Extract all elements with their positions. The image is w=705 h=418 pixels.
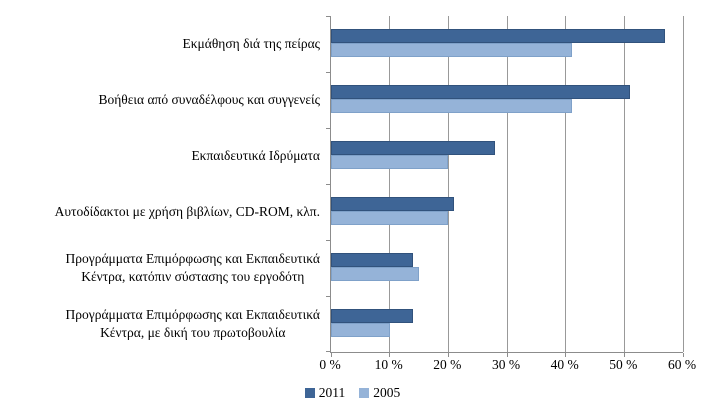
x-axis-tick	[447, 353, 449, 357]
y-axis-tick	[326, 296, 330, 297]
gridline-60	[682, 16, 684, 352]
x-tick-label-60: 60 %	[667, 357, 697, 372]
x-tick-label-20: 20 %	[433, 357, 462, 372]
category-label-3: Αυτοδίδακτοι με χρήση βιβλίων, CD-ROM, κ…	[54, 203, 320, 219]
category-label-5: Προγράμματα Επιμόρφωσης και Εκπαιδευτικά…	[65, 306, 320, 340]
x-tick-label-30: 30 %	[491, 357, 521, 372]
x-axis-tick	[330, 353, 332, 357]
category-label-2: Εκπαιδευτικά Ιδρύματα	[191, 147, 320, 163]
legend-label-2005: 2005	[373, 385, 401, 400]
legend-swatch-2005-icon	[359, 388, 370, 398]
bar-2011-category-5	[331, 309, 414, 323]
legend-item-2005: 2005	[359, 385, 400, 401]
legend-label-2011: 2011	[318, 385, 346, 400]
category-label-4: Προγράμματα Επιμόρφωσης και Εκπαιδευτικά…	[65, 250, 320, 284]
x-tick-label-50: 50 %	[609, 357, 638, 372]
x-tick-label-0: 0 %	[319, 357, 341, 372]
category-label-1: Βοήθεια από συναδέλφους και συγγενείς	[98, 91, 320, 107]
gridline-50	[623, 16, 625, 352]
legend: 2011 2005	[0, 385, 705, 401]
x-axis-tick	[682, 353, 684, 357]
gridline-20	[447, 16, 449, 352]
bar-2005-category-4	[331, 267, 419, 281]
x-axis-tick	[565, 353, 567, 357]
bar-2005-category-3	[331, 211, 449, 225]
gridline-30	[506, 16, 508, 352]
x-axis-tick	[389, 353, 391, 357]
x-tick-label-10: 10 %	[374, 357, 403, 372]
category-label-0: Εκμάθηση διά της πείρας	[182, 35, 320, 51]
x-axis-tick	[506, 353, 508, 357]
y-axis-tick	[326, 16, 330, 17]
legend-item-2011: 2011	[304, 385, 346, 401]
x-tick-label-40: 40 %	[550, 357, 579, 372]
gridline-40	[565, 16, 567, 352]
y-axis-tick	[326, 240, 330, 241]
bar-2005-category-5	[331, 323, 390, 337]
bar-2011-category-3	[331, 197, 455, 211]
legend-swatch-2011-icon	[304, 388, 315, 398]
bar-2011-category-0	[331, 29, 666, 43]
x-axis-tick	[623, 353, 625, 357]
y-axis-tick	[326, 128, 330, 129]
y-axis-tick	[326, 72, 330, 73]
bar-2011-category-2	[331, 141, 496, 155]
bar-2005-category-1	[331, 99, 572, 113]
y-axis-tick	[326, 184, 330, 185]
bar-2005-category-0	[331, 43, 572, 57]
bar-2011-category-4	[331, 253, 414, 267]
gridline-10	[389, 16, 391, 352]
bar-2005-category-2	[331, 155, 449, 169]
y-axis-tick	[326, 351, 330, 352]
bar-2011-category-1	[331, 85, 631, 99]
plot-area	[326, 16, 684, 357]
